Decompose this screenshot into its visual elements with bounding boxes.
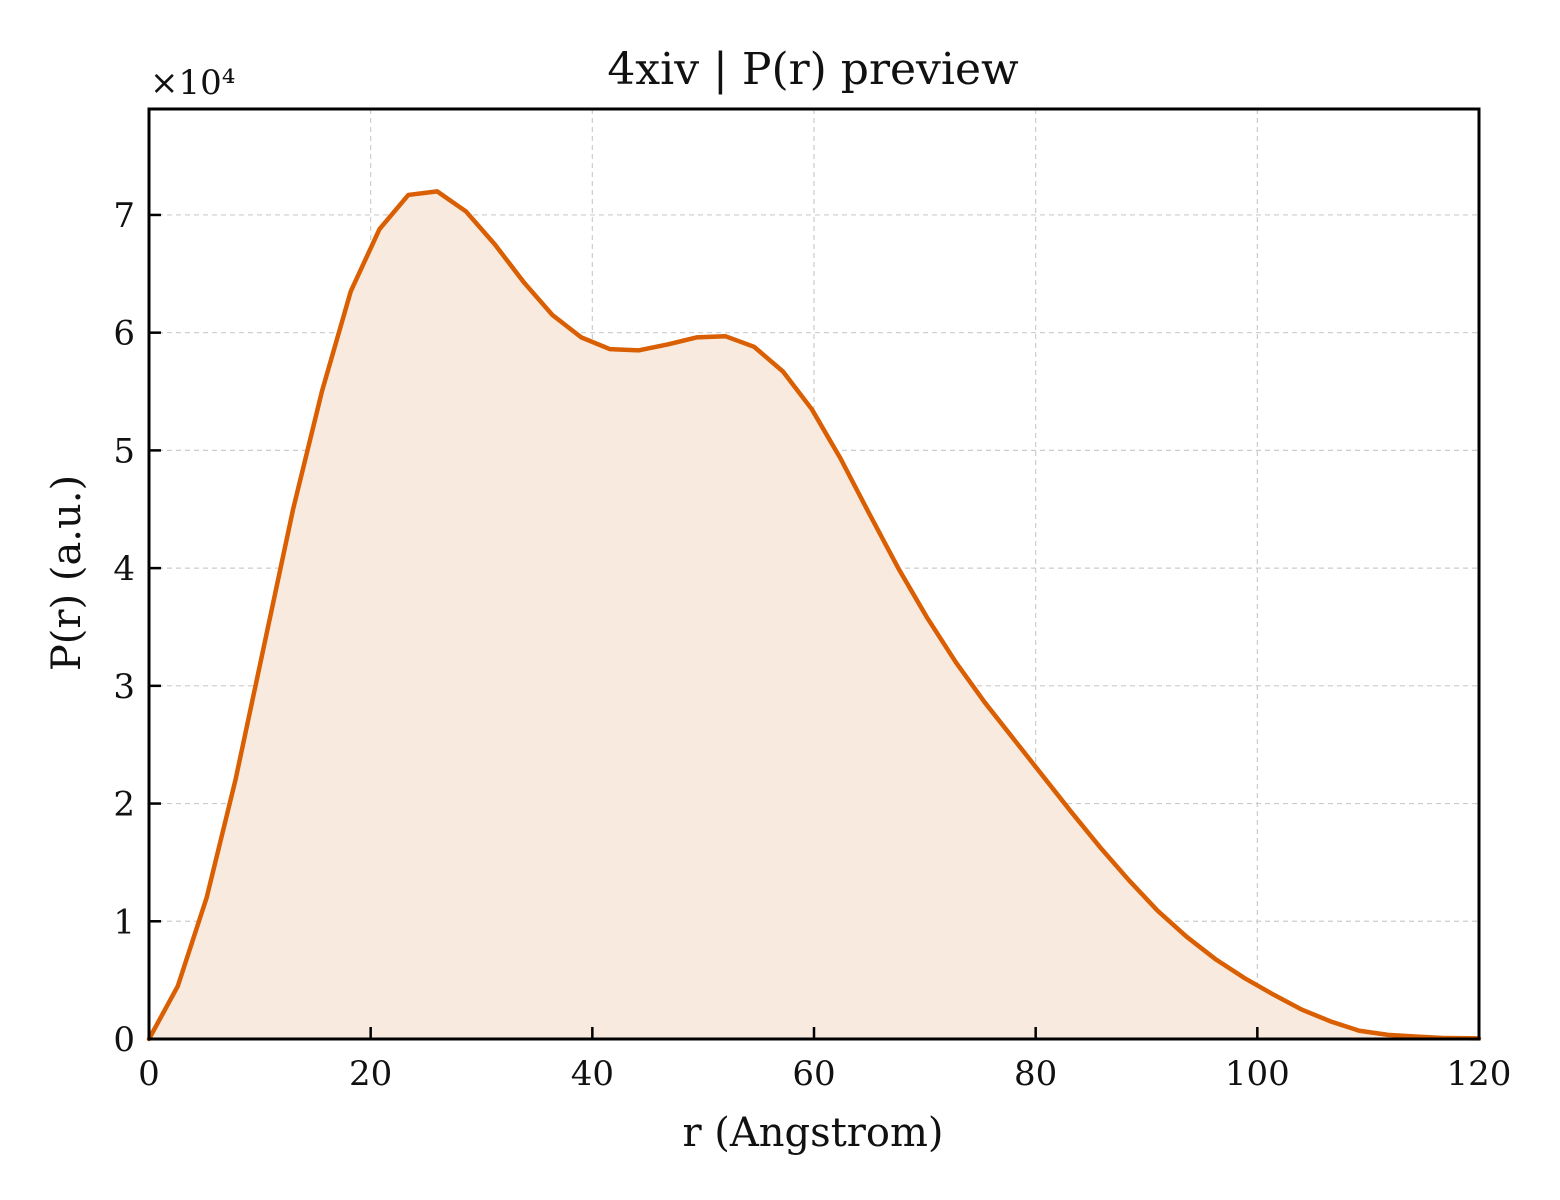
x-tick-label: 0: [138, 1054, 160, 1094]
x-axis-label: r (Angstrom): [682, 1110, 943, 1156]
y-tick-label: 7: [113, 196, 135, 236]
y-tick-label: 0: [113, 1020, 135, 1060]
x-tick-label: 60: [792, 1054, 835, 1094]
y-axis-ticks: 0 1 2 3 4 5 6 7: [113, 196, 161, 1060]
y-tick-label: 4: [113, 549, 135, 589]
y-tick-label: 5: [113, 431, 135, 471]
x-tick-label: 40: [571, 1054, 614, 1094]
y-axis-label: P(r) (a.u.): [44, 475, 90, 671]
x-tick-label: 120: [1447, 1054, 1512, 1094]
x-tick-label: 80: [1014, 1054, 1057, 1094]
y-tick-label: 1: [113, 902, 135, 942]
y-tick-label: 3: [113, 667, 135, 707]
x-tick-label: 100: [1225, 1054, 1290, 1094]
x-tick-label: 20: [349, 1054, 392, 1094]
y-tick-label: 2: [113, 785, 135, 825]
chart-title: 4xiv | P(r) preview: [607, 44, 1019, 95]
y-tick-label: 6: [113, 314, 135, 354]
y-scale-label: ×10⁴: [150, 63, 235, 103]
